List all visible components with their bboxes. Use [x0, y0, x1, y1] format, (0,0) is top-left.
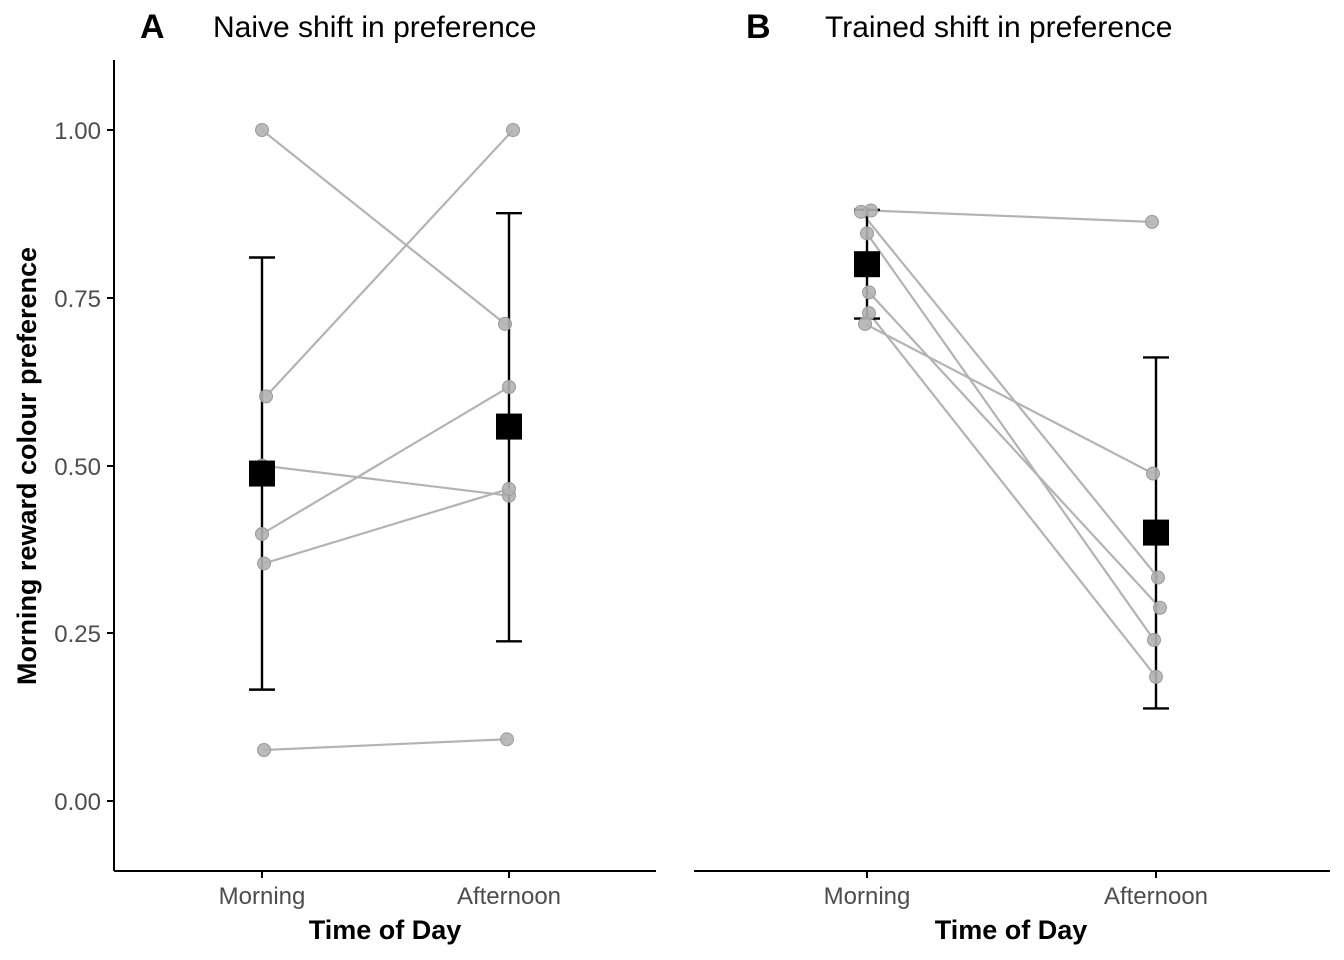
individual-point-morning [257, 556, 271, 571]
y-tick-label: 0.25 [54, 621, 101, 648]
individual-line [263, 738, 508, 752]
y-tick-label: 0.75 [54, 286, 101, 313]
x-tick-label: Afternoon [1104, 883, 1208, 910]
panel-b-x-axis-title: Time of Day [935, 915, 1088, 945]
panel-a: A Naive shift in preference 0.00 0.25 0.… [12, 8, 656, 945]
mean-marker [854, 251, 880, 278]
y-tick-label: 0.50 [54, 454, 101, 481]
individual-point-morning [257, 743, 271, 758]
panel-a-x-ticks: Morning Afternoon [219, 871, 561, 910]
panel-a-title: Naive shift in preference [213, 11, 537, 44]
individual-line [263, 487, 510, 565]
individual-point-afternoon [1147, 632, 1161, 647]
individual-point-afternoon [1153, 600, 1167, 615]
y-tick-label: 0.00 [54, 789, 101, 816]
individual-point-morning [862, 285, 876, 300]
x-tick-label: Morning [824, 883, 911, 910]
individual-point-afternoon [502, 379, 516, 394]
individual-line [265, 129, 514, 398]
panel-b-title: Trained shift in preference [825, 11, 1172, 44]
individual-point-morning [259, 389, 273, 404]
panel-b-plot [854, 203, 1169, 710]
x-tick-label: Afternoon [457, 883, 561, 910]
individual-point-morning [860, 226, 874, 241]
individual-point-afternoon [502, 481, 516, 496]
mean-marker [1143, 519, 1169, 546]
panel-b-tag: B [746, 8, 771, 46]
individual-line [261, 386, 510, 535]
x-tick-label: Morning [219, 883, 306, 910]
panel-a-x-axis-title: Time of Day [309, 915, 462, 945]
individual-line [866, 232, 1155, 641]
individual-line [870, 209, 1153, 224]
mean-marker [249, 460, 275, 487]
individual-point-afternoon [506, 123, 520, 137]
individual-point-morning [255, 526, 269, 541]
individual-point-afternoon [498, 316, 512, 331]
panel-a-y-ticks: 0.00 0.25 0.50 0.75 1.00 [54, 118, 114, 816]
individual-line [868, 312, 1157, 678]
mean-marker [496, 413, 522, 440]
individual-line [261, 464, 510, 497]
individual-point-afternoon [1145, 214, 1159, 229]
panel-a-plot [249, 123, 522, 758]
y-tick-label: 1.00 [54, 118, 101, 145]
individual-line [261, 129, 506, 325]
individual-line [864, 322, 1154, 475]
individual-line [868, 291, 1161, 609]
individual-point-morning [858, 316, 872, 331]
individual-point-afternoon [500, 732, 514, 747]
individual-point-afternoon [1151, 570, 1165, 585]
individual-line [860, 211, 1159, 579]
panel-a-tag: A [140, 8, 165, 46]
panel-b: B Trained shift in preference Morning Af… [694, 8, 1330, 945]
individual-point-afternoon [1149, 669, 1163, 684]
individual-point-afternoon [1146, 466, 1160, 481]
individual-point-morning [255, 123, 269, 137]
y-axis-title: Morning reward colour preference [12, 247, 42, 685]
individual-point-morning [854, 204, 868, 219]
panel-b-x-ticks: Morning Afternoon [824, 871, 1208, 910]
